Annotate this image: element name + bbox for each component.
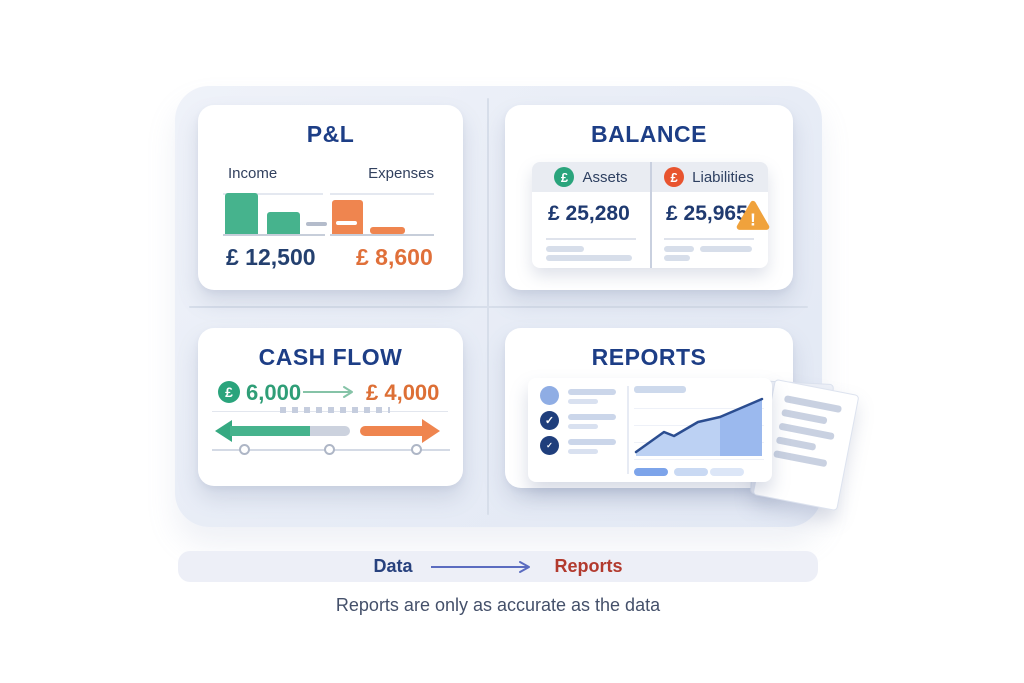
panel-divider — [627, 386, 629, 474]
timeline-node — [324, 444, 335, 455]
pnl-title: P&L — [306, 121, 355, 147]
timeline-node — [411, 444, 422, 455]
report-list-item — [540, 386, 616, 405]
pound-circle-green-icon: £ — [218, 381, 240, 403]
cash-out-value: £ 4,000 — [366, 380, 440, 405]
data-to-reports-bar: Data Reports — [178, 551, 818, 582]
assets-underline — [546, 238, 636, 240]
expenses-value: £ 8,600 — [356, 244, 433, 270]
skeleton-line — [773, 450, 828, 468]
dashed-segments — [280, 407, 390, 413]
minus-dash-icon — [306, 222, 327, 226]
skeleton-line — [781, 408, 828, 425]
cash-in-value: 6,000 — [246, 380, 302, 405]
expenses-baseline — [330, 234, 434, 236]
assets-label: Assets — [582, 168, 628, 186]
neutral-arrow-body — [310, 426, 350, 436]
horizontal-divider — [189, 306, 808, 308]
pound-circle-red-icon: £ — [664, 167, 685, 187]
card-balance: BALANCE £ Assets £ Liabilities £ 25,280 … — [505, 105, 793, 290]
skeleton-line — [546, 255, 632, 261]
skeleton-line — [700, 246, 752, 252]
minus-dash-icon — [336, 221, 357, 225]
skeleton-line — [775, 436, 817, 451]
check-circle-icon: ✓ — [540, 411, 559, 430]
income-bar-1 — [225, 193, 258, 234]
skeleton-line — [568, 439, 616, 445]
skeleton-line — [664, 246, 694, 252]
skeleton-line — [664, 255, 690, 261]
expenses-gridline — [330, 193, 434, 195]
income-gridline — [223, 193, 323, 195]
growth-line-chart — [634, 397, 764, 456]
report-list-item: ✓ — [540, 436, 616, 455]
expenses-bar-2 — [370, 227, 405, 234]
report-preview-panel: ✓ ✓ — [528, 378, 772, 482]
skeleton-title-bar — [634, 386, 686, 393]
mini-chart — [634, 384, 764, 476]
reports-label: Reports — [554, 556, 623, 576]
card-reports: REPORTS ✓ ✓ — [505, 328, 860, 512]
card-pnl: P&L Income Expenses £ 12,500 £ 8,600 — [198, 105, 463, 290]
right-arrow-icon — [303, 386, 353, 398]
reports-title: REPORTS — [591, 344, 707, 370]
liabilities-underline — [664, 238, 754, 240]
income-baseline — [223, 234, 325, 236]
right-arrowhead-icon — [422, 419, 440, 443]
left-arrowhead-icon — [215, 420, 232, 442]
skeleton-line — [568, 398, 598, 404]
pound-circle-green-icon: £ — [554, 167, 575, 187]
bullet-circle-icon — [540, 386, 559, 405]
skeleton-line — [568, 389, 616, 395]
liabilities-label: Liabilities — [692, 168, 754, 186]
chart-gridline — [634, 408, 764, 409]
outflow-arrow-body — [360, 426, 422, 436]
chart-gridline — [634, 459, 764, 460]
income-bar-2 — [267, 212, 300, 234]
caption-text: Reports are only as accurate as the data — [335, 595, 661, 615]
legend-bar — [674, 468, 708, 476]
balance-table: £ Assets £ Liabilities £ 25,280 £ 25,965… — [532, 162, 770, 268]
balance-title: BALANCE — [591, 121, 707, 147]
data-label: Data — [373, 556, 413, 576]
column-divider — [650, 162, 652, 268]
skeleton-line — [568, 414, 616, 420]
card-cashflow: CASH FLOW £ 6,000 £ 4,000 — [198, 328, 463, 486]
legend-bar — [710, 468, 744, 476]
check-circle-icon: ✓ — [540, 436, 559, 455]
legend-bar — [634, 468, 668, 476]
skeleton-line — [546, 246, 584, 252]
income-value: £ 12,500 — [226, 244, 316, 270]
report-list-item: ✓ — [540, 411, 616, 430]
warning-icon: ! — [736, 200, 770, 230]
dashboard-panel: P&L Income Expenses £ 12,500 £ 8,600 BAL… — [175, 86, 860, 527]
expenses-bar-1 — [332, 200, 363, 234]
expenses-label: Expenses — [368, 165, 434, 182]
inflow-arrow-body — [230, 426, 310, 436]
skeleton-line — [568, 448, 598, 454]
cashflow-title: CASH FLOW — [258, 344, 403, 370]
assets-value: £ 25,280 — [548, 202, 630, 225]
flow-arrow-icon — [430, 560, 530, 573]
svg-text:!: ! — [750, 210, 756, 230]
liabilities-header-cell: £ Liabilities — [650, 162, 768, 192]
liabilities-value: £ 25,965 — [666, 202, 748, 225]
assets-header-cell: £ Assets — [532, 162, 650, 192]
timeline-node — [239, 444, 250, 455]
income-label: Income — [228, 165, 278, 182]
skeleton-line — [568, 423, 598, 429]
